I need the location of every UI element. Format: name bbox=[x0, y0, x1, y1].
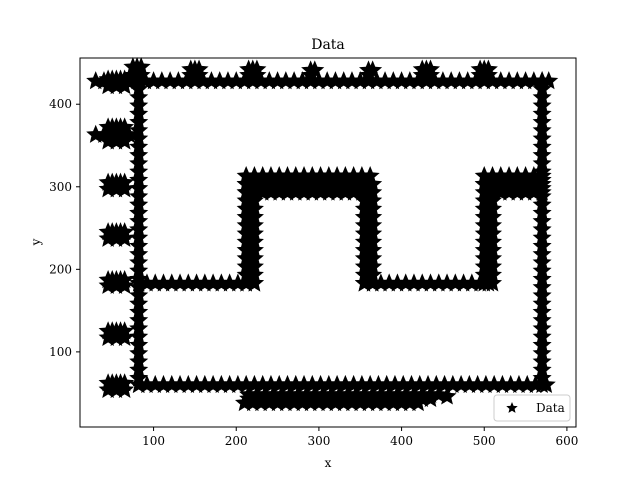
x-tick-label: 200 bbox=[225, 434, 248, 448]
data-points-layer bbox=[86, 57, 559, 412]
data-point bbox=[483, 240, 503, 259]
data-point bbox=[244, 273, 264, 292]
data-point bbox=[483, 207, 503, 226]
data-point bbox=[115, 131, 135, 150]
data-point bbox=[483, 256, 503, 275]
data-point bbox=[115, 228, 135, 247]
data-point bbox=[301, 65, 321, 84]
data-point bbox=[483, 215, 503, 234]
x-tick-label: 600 bbox=[555, 434, 578, 448]
data-point bbox=[536, 374, 556, 393]
data-point bbox=[244, 207, 264, 226]
y-axis-label: y bbox=[29, 238, 43, 246]
x-tick-label: 400 bbox=[390, 434, 413, 448]
data-point bbox=[244, 240, 264, 259]
x-tick-label: 100 bbox=[142, 434, 165, 448]
data-point bbox=[244, 190, 264, 209]
data-point bbox=[244, 215, 264, 234]
legend-box bbox=[493, 394, 571, 422]
data-point bbox=[244, 265, 264, 284]
data-point bbox=[244, 256, 264, 275]
data-point bbox=[483, 199, 503, 218]
data-point bbox=[478, 65, 498, 84]
legend-marker-star bbox=[506, 402, 518, 413]
data-point bbox=[421, 388, 441, 408]
x-tick-label: 300 bbox=[307, 434, 330, 448]
y-tick-label: 400 bbox=[49, 97, 72, 111]
data-point bbox=[115, 379, 135, 398]
data-point bbox=[244, 223, 264, 242]
data-point bbox=[532, 166, 552, 185]
data-point bbox=[244, 248, 264, 267]
data-point bbox=[421, 65, 441, 84]
data-point bbox=[483, 265, 503, 284]
x-tick-label: 500 bbox=[473, 434, 496, 448]
legend: Data bbox=[493, 394, 571, 422]
data-point bbox=[247, 65, 267, 84]
data-point bbox=[115, 275, 135, 294]
data-point bbox=[483, 190, 503, 209]
data-point bbox=[115, 327, 135, 346]
data-point bbox=[115, 179, 135, 198]
data-point bbox=[437, 386, 457, 405]
data-point bbox=[483, 248, 503, 267]
data-point bbox=[359, 65, 379, 84]
data-point bbox=[483, 223, 503, 242]
data-point bbox=[483, 273, 503, 292]
data-point bbox=[525, 374, 545, 393]
chart-title: Data bbox=[311, 37, 345, 53]
x-axis-label: x bbox=[325, 456, 332, 470]
x-axis-ticks: 100 200 300 400 500 600 bbox=[142, 427, 578, 448]
y-tick-label: 100 bbox=[49, 345, 72, 359]
y-axis-ticks: 100 200 300 400 bbox=[49, 97, 80, 359]
legend-star-icon bbox=[506, 402, 518, 413]
data-point bbox=[189, 65, 209, 84]
data-point bbox=[532, 182, 552, 201]
data-point bbox=[244, 232, 264, 251]
y-tick-label: 300 bbox=[49, 180, 72, 194]
legend-label: Data bbox=[536, 401, 565, 415]
y-tick-label: 200 bbox=[49, 262, 72, 276]
data-point bbox=[115, 76, 135, 95]
plot-frame bbox=[79, 57, 577, 428]
data-point bbox=[483, 232, 503, 251]
data-point bbox=[244, 199, 264, 218]
